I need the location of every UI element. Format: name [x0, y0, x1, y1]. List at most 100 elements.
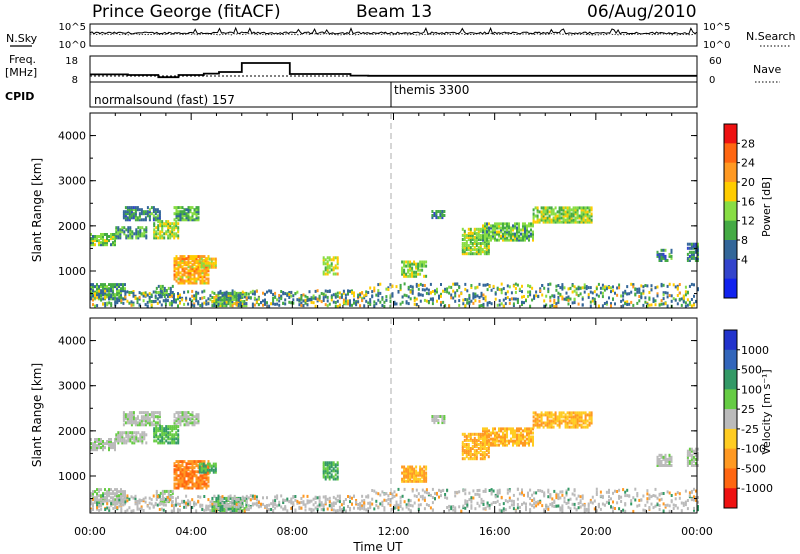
scatter-cell	[423, 477, 426, 481]
scatter-cell	[154, 299, 157, 303]
scatter-cell	[512, 238, 514, 242]
scatter-cell	[466, 289, 469, 293]
scatter-cell	[482, 302, 485, 306]
scatter-cell	[572, 218, 575, 222]
scatter-cell	[233, 494, 236, 498]
scatter-cell	[302, 494, 305, 498]
scatter-cell	[138, 208, 141, 212]
scatter-cell	[197, 419, 200, 423]
scatter-cell	[154, 415, 157, 419]
scatter-cell	[207, 498, 210, 502]
scatter-cell	[469, 455, 472, 459]
scatter-cell	[578, 417, 581, 421]
scatter-cell	[165, 496, 168, 499]
scatter-cell	[496, 238, 498, 242]
scatter-cell	[197, 466, 200, 470]
scatter-cell	[272, 504, 275, 508]
scatter-cell	[135, 236, 138, 240]
scatter-cell	[114, 504, 117, 508]
scatter-cell	[566, 415, 569, 419]
scatter-cell	[595, 293, 598, 297]
scatter-cell	[114, 241, 116, 245]
scatter-cell	[181, 265, 184, 269]
scatter-cell	[167, 234, 170, 238]
scatter-cell	[193, 279, 196, 283]
scatter-cell	[693, 294, 695, 298]
scatter-cell	[474, 492, 477, 496]
scatter-cell	[510, 226, 512, 230]
scatter-cell	[471, 432, 474, 436]
scatter-cell	[132, 294, 135, 298]
scatter-cell	[122, 494, 125, 498]
scatter-cell	[338, 303, 341, 307]
scatter-cell	[310, 509, 313, 513]
scatter-cell	[207, 476, 210, 480]
scatter-cell	[562, 218, 565, 222]
scatter-cell	[247, 496, 250, 500]
scatter-cell	[122, 212, 125, 216]
scatter-cell	[443, 419, 446, 422]
scatter-cell	[558, 423, 561, 427]
scatter-cell	[153, 435, 156, 439]
scatter-cell	[484, 298, 487, 302]
scatter-cell	[401, 295, 404, 299]
scatter-cell	[308, 290, 311, 294]
scatter-cell	[191, 263, 194, 267]
scatter-cell	[92, 243, 94, 247]
scatter-cell	[516, 433, 518, 437]
scatter-cell	[128, 206, 131, 210]
scatter-cell	[191, 216, 194, 220]
scatter-cell	[227, 291, 230, 295]
scatter-cell	[152, 423, 155, 427]
scatter-cell	[276, 496, 279, 500]
scatter-cell	[183, 480, 186, 484]
scatter-cell	[614, 291, 616, 295]
scatter-cell	[440, 301, 442, 304]
scatter-cell	[157, 226, 160, 230]
scatter-cell	[191, 273, 194, 277]
scatter-cell	[227, 495, 230, 499]
scatter-cell	[204, 468, 207, 472]
scatter-cell	[417, 473, 420, 477]
scatter-cell	[518, 234, 520, 238]
scatter-cell	[473, 238, 476, 241]
scatter-cell	[690, 250, 693, 254]
scatter-cell	[355, 502, 358, 506]
scatter-cell	[227, 504, 230, 508]
scatter-cell	[502, 441, 504, 445]
scatter-cell	[193, 255, 196, 259]
scatter-cell	[465, 248, 468, 252]
scatter-cell	[411, 467, 414, 471]
scatter-cell	[201, 478, 204, 482]
scatter-cell	[177, 295, 179, 298]
scatter-cell	[472, 496, 475, 500]
scatter-cell	[461, 244, 464, 248]
scatter-cell	[120, 509, 123, 513]
scatter-cell	[157, 220, 160, 224]
scatter-cell	[112, 501, 115, 505]
scatter-cell	[584, 417, 587, 421]
scatter-cell	[171, 433, 174, 437]
scatter-cell	[347, 302, 349, 306]
scatter-cell	[676, 287, 679, 291]
scatter-cell	[540, 206, 543, 210]
scatter-cell	[436, 287, 438, 291]
scatter-cell	[175, 222, 178, 226]
scatter-cell	[482, 429, 484, 433]
scatter-cell	[146, 411, 149, 415]
scatter-cell	[187, 466, 190, 470]
scatter-cell	[221, 304, 224, 308]
scatter-cell	[465, 451, 468, 455]
scatter-cell	[208, 265, 211, 269]
scatter-cell	[553, 299, 556, 302]
scatter-cell	[124, 502, 126, 506]
scatter-cell	[431, 302, 434, 306]
scatter-cell	[179, 271, 182, 275]
scatter-cell	[181, 499, 184, 503]
scatter-cell	[565, 298, 568, 302]
scatter-cell	[536, 216, 539, 220]
scatter-cell	[155, 226, 158, 230]
scatter-cell	[177, 429, 180, 433]
scatter-cell	[415, 297, 418, 301]
scatter-cell	[161, 284, 164, 288]
